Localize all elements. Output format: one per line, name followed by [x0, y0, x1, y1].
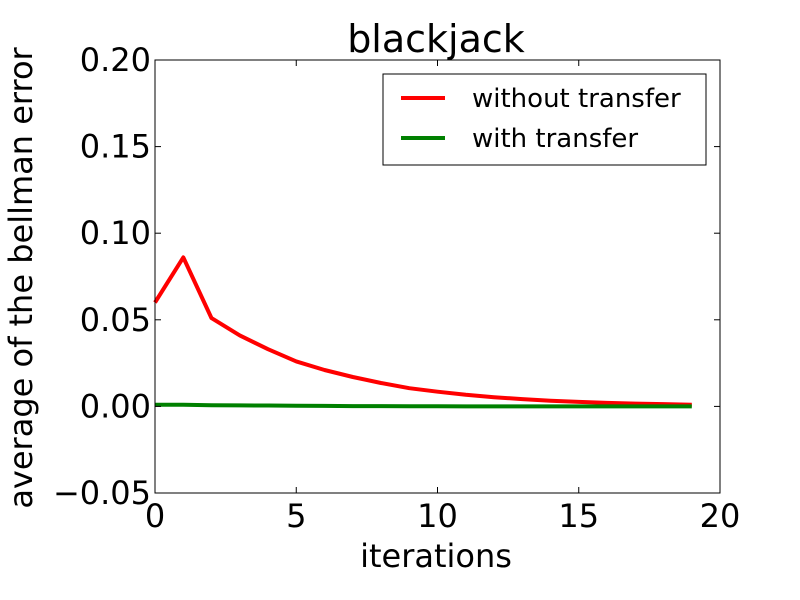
legend-label-2: with transfer: [472, 124, 638, 154]
y-tick-label: 0.10: [80, 214, 151, 252]
series-line-2: [154, 402, 692, 409]
plot-series: [153, 255, 692, 409]
y-tick-label: 0.00: [80, 387, 151, 425]
x-tick-label: 0: [145, 497, 165, 535]
y-tick-label: 0.05: [80, 301, 151, 339]
x-axis-label: iterations: [360, 537, 512, 575]
y-tick-label: −0.05: [53, 474, 151, 512]
y-tick-label: 0.20: [80, 41, 151, 79]
legend-label-1: without transfer: [472, 84, 681, 114]
legend-box: [382, 73, 707, 166]
x-tick-label: 20: [700, 497, 741, 535]
x-tick-label: 5: [286, 497, 306, 535]
x-tick-label: 15: [558, 497, 599, 535]
x-tick-label: 10: [417, 497, 458, 535]
y-axis: −0.05 0.00 0.05 0.10 0.15 0.20: [53, 41, 720, 512]
x-axis: 0 5 10 15 20: [145, 60, 741, 535]
series-line-1: [153, 255, 692, 407]
y-tick-label: 0.15: [80, 128, 151, 166]
legend: without transfer with transfer: [382, 73, 707, 166]
y-axis-label: average of the bellman error: [2, 46, 40, 508]
chart-title: blackjack: [347, 17, 525, 61]
